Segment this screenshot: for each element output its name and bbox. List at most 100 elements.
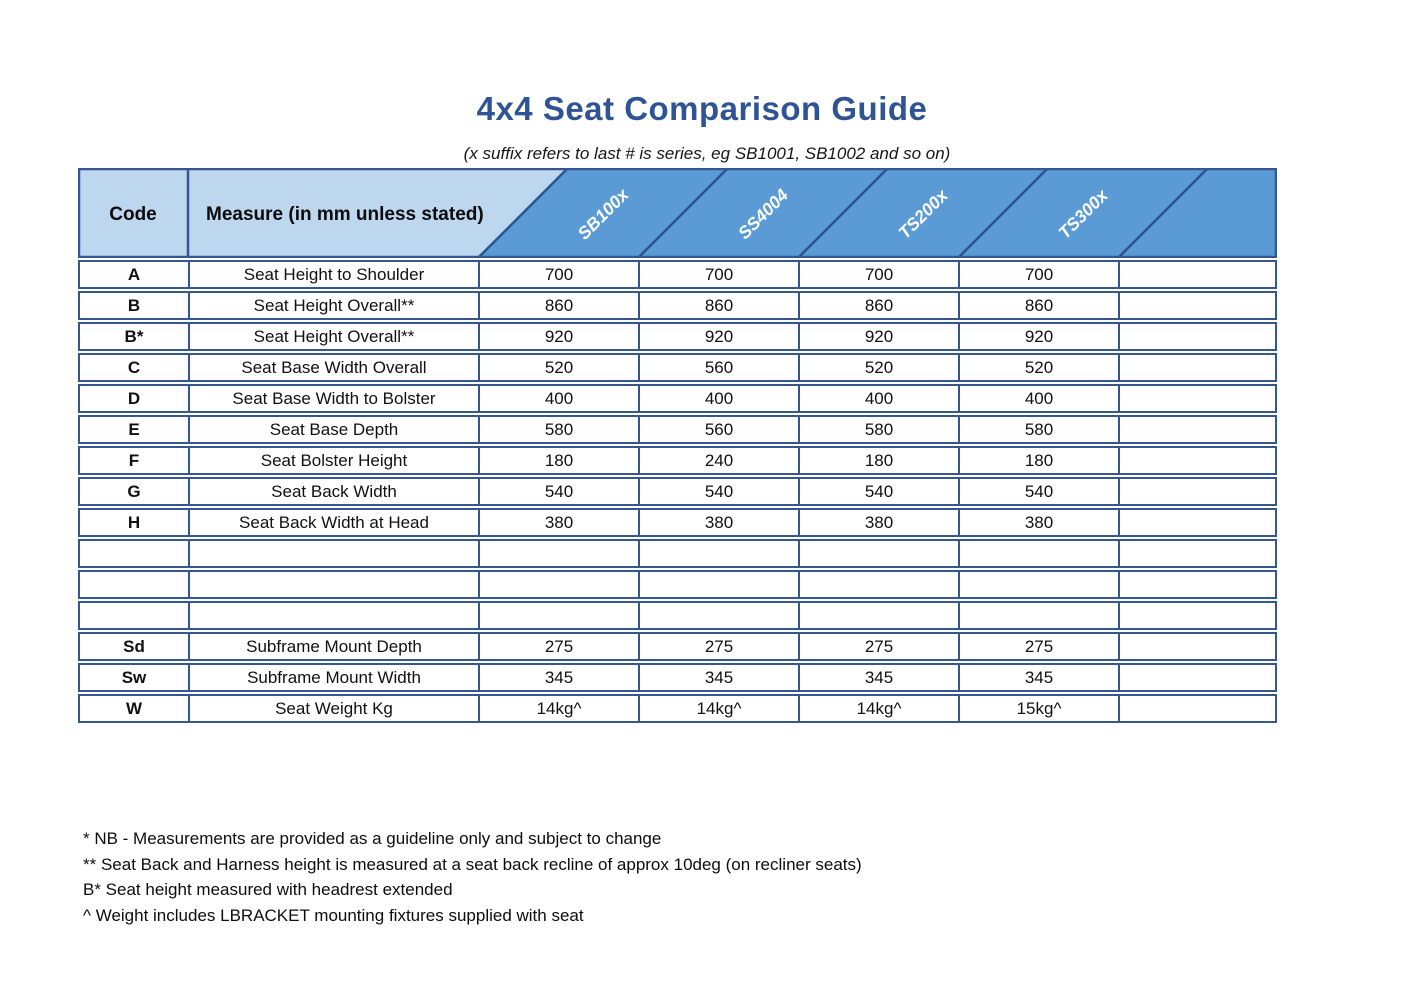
cell-value: 15kg^ xyxy=(958,694,1118,723)
cell-value: 580 xyxy=(478,415,638,444)
row-code: E xyxy=(78,415,188,444)
cell-value: 400 xyxy=(638,384,798,413)
cell-value: 700 xyxy=(958,260,1118,289)
page-title: 4x4 Seat Comparison Guide xyxy=(476,90,928,127)
cell-value: 700 xyxy=(638,260,798,289)
table-row: B* Seat Height Overall** 920 920 920 920 xyxy=(78,322,1277,351)
cell-value xyxy=(1118,384,1277,413)
cell-value: 14kg^ xyxy=(798,694,958,723)
cell-value xyxy=(1118,570,1277,599)
header-measure-label: Measure (in mm unless stated) xyxy=(206,204,484,225)
header-light-area xyxy=(79,169,567,257)
cell-value xyxy=(798,539,958,568)
row-code: Sw xyxy=(78,663,188,692)
cell-value xyxy=(958,539,1118,568)
cell-value: 380 xyxy=(638,508,798,537)
cell-value: 240 xyxy=(638,446,798,475)
cell-value xyxy=(798,570,958,599)
cell-value: 180 xyxy=(958,446,1118,475)
header-code-label: Code xyxy=(109,204,157,225)
cell-value: 920 xyxy=(638,322,798,351)
footnote-line: * NB - Measurements are provided as a gu… xyxy=(83,829,662,848)
cell-value: 180 xyxy=(798,446,958,475)
cell-value: 345 xyxy=(798,663,958,692)
cell-value: 275 xyxy=(638,632,798,661)
header-outline xyxy=(78,168,1277,258)
footnotes: * NB - Measurements are provided as a gu… xyxy=(83,826,862,928)
comparison-table-grid: A Seat Height to Shoulder 700 700 700 700 B Sea… xyxy=(78,258,1277,725)
cell-value: 540 xyxy=(958,477,1118,506)
row-measure: Seat Base Width Overall xyxy=(188,353,478,382)
cell-value xyxy=(1118,508,1277,537)
table-row xyxy=(78,539,1277,568)
diagonal-divider xyxy=(1117,168,1209,258)
cell-value: 14kg^ xyxy=(478,694,638,723)
cell-value xyxy=(478,601,638,630)
cell-value: 700 xyxy=(478,260,638,289)
row-measure xyxy=(188,539,478,568)
cell-value xyxy=(1118,353,1277,382)
cell-value: 520 xyxy=(958,353,1118,382)
table-row: D Seat Base Width to Bolster 400 400 400 400 xyxy=(78,384,1277,413)
footnote-line: ** Seat Back and Harness height is measu… xyxy=(83,854,862,874)
table-row: A Seat Height to Shoulder 700 700 700 700 xyxy=(78,260,1277,289)
cell-value: 580 xyxy=(958,415,1118,444)
table-row: G Seat Back Width 540 540 540 540 xyxy=(78,477,1277,506)
row-measure xyxy=(188,601,478,630)
cell-value: 400 xyxy=(958,384,1118,413)
diagonal-divider xyxy=(637,168,729,258)
cell-value: 700 xyxy=(798,260,958,289)
row-measure: Seat Base Width to Bolster xyxy=(188,384,478,413)
footnote-line: B* Seat height measured with headrest ex… xyxy=(83,880,453,899)
cell-value: 380 xyxy=(478,508,638,537)
cell-value xyxy=(478,570,638,599)
cell-value: 380 xyxy=(798,508,958,537)
row-code xyxy=(78,601,188,630)
table-row: E Seat Base Depth 580 560 580 580 xyxy=(78,415,1277,444)
row-code: D xyxy=(78,384,188,413)
diagonal-divider xyxy=(477,168,569,258)
page-subtitle: (x suffix refers to last # is series, eg… xyxy=(463,144,951,163)
cell-value: 860 xyxy=(958,291,1118,320)
cell-value xyxy=(1118,322,1277,351)
cell-value: 540 xyxy=(478,477,638,506)
cell-value: 275 xyxy=(958,632,1118,661)
cell-value xyxy=(1118,446,1277,475)
cell-value: 580 xyxy=(798,415,958,444)
row-code: H xyxy=(78,508,188,537)
row-code: C xyxy=(78,353,188,382)
cell-value xyxy=(958,570,1118,599)
cell-value: 400 xyxy=(798,384,958,413)
cell-value: 520 xyxy=(798,353,958,382)
row-code: G xyxy=(78,477,188,506)
row-measure: Seat Height to Shoulder xyxy=(188,260,478,289)
cell-value xyxy=(1118,539,1277,568)
cell-value xyxy=(1118,632,1277,661)
cell-value: 540 xyxy=(638,477,798,506)
footnote-line: ^ Weight includes LBRACKET mounting fixt… xyxy=(83,905,584,925)
cell-value: 380 xyxy=(958,508,1118,537)
cell-value: 860 xyxy=(798,291,958,320)
cell-value xyxy=(1118,601,1277,630)
cell-value xyxy=(1118,694,1277,723)
row-code: B* xyxy=(78,322,188,351)
cell-value xyxy=(1118,260,1277,289)
table-row: C Seat Base Width Overall 520 560 520 520 xyxy=(78,353,1277,382)
cell-value: 920 xyxy=(478,322,638,351)
cell-value: 860 xyxy=(478,291,638,320)
row-measure: Seat Base Depth xyxy=(188,415,478,444)
cell-value xyxy=(638,570,798,599)
table-row: B Seat Height Overall** 860 860 860 860 xyxy=(78,291,1277,320)
cell-value: 345 xyxy=(958,663,1118,692)
header-dark-band xyxy=(477,169,1276,257)
row-measure: Subframe Mount Width xyxy=(188,663,478,692)
row-measure: Seat Height Overall** xyxy=(188,322,478,351)
row-code: F xyxy=(78,446,188,475)
row-code: Sd xyxy=(78,632,188,661)
table-row xyxy=(78,570,1277,599)
diagonal-divider xyxy=(957,168,1049,258)
cell-value: 540 xyxy=(798,477,958,506)
row-measure xyxy=(188,570,478,599)
row-code xyxy=(78,539,188,568)
